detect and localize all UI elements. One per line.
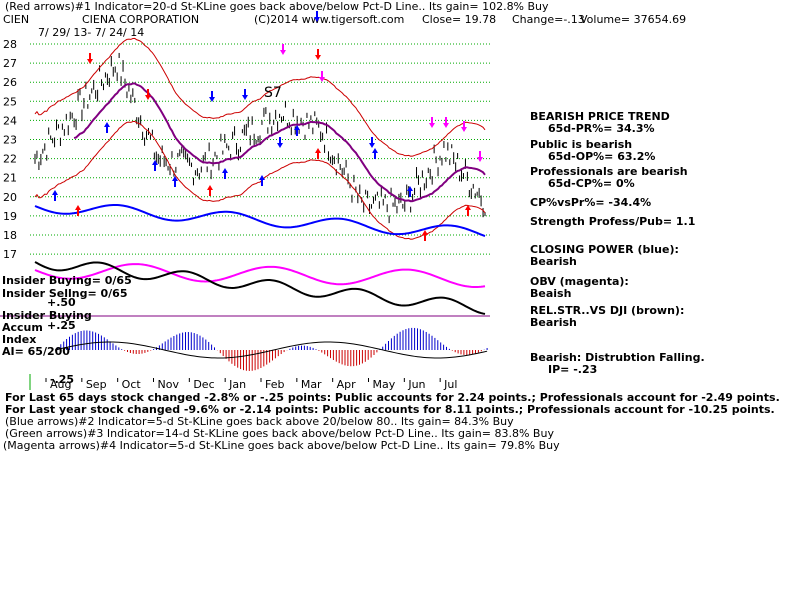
x-tick-label: Dec [193,378,214,391]
buy-arrow [207,185,213,196]
ticker-symbol: CIEN [3,13,30,26]
rel-str-label: REL.STR..VS DJI (brown): [530,304,685,317]
x-tick-label: Jul [443,378,457,391]
x-tick-label: Nov [158,378,180,391]
y-tick-label: 17 [3,248,17,261]
cp-percent: 65d-CP%= 0% [548,177,635,190]
y-tick-label: 21 [3,172,17,185]
x-tick-label: Sep [86,378,107,391]
sell-arrow [443,117,449,128]
close-value: Close= 19.78 [422,13,497,26]
header-indicator-line: (Red arrows)#1 Indicator=20-d St-KLine g… [5,0,549,13]
obv-line [34,263,486,288]
strength-ratio: Strength Profess/Pub= 1.1 [530,215,696,228]
trend-heading: BEARISH PRICE TREND [530,110,670,123]
professionals-status: Professionals are bearish [530,165,688,178]
volume-value: Volume= 37654.69 [580,13,687,26]
sell-arrow [461,121,467,132]
y-tick-label: 26 [3,76,17,89]
date-range: 7/ 29/ 13- 7/ 24/ 14 [38,26,145,39]
buy-arrow [315,148,321,159]
buy-arrow [172,176,178,187]
sell-arrow [369,137,375,148]
buy-arrow [422,230,428,241]
y-tick-label: 27 [3,57,17,70]
y-tick-label: 28 [3,38,17,51]
pr-percent: 65d-PR%= 34.3% [548,122,655,135]
buy-arrow [52,190,58,201]
y-tick-label: 22 [3,153,17,166]
buy-arrow [75,205,81,216]
buy-arrow [407,186,413,197]
x-tick-label: Aug [50,378,71,391]
cp-vs-pr: CP%vsPr%= -34.4% [530,196,652,209]
s7-annotation: S7 [264,85,282,101]
buy-arrow [259,175,265,186]
sell-arrow [242,89,248,100]
sell-arrow [429,117,435,128]
closing-power-status: Bearish [530,255,577,268]
buy-arrow [465,205,471,216]
x-tick-label: Feb [265,378,284,391]
x-tick-label: Jan [228,378,246,391]
obv-label: OBV (magenta): [530,275,629,288]
insider-buying-count: Insider Buying= 0/65 [2,274,132,287]
x-tick-label: May [373,378,396,391]
minus25-label: -.25 [50,373,75,386]
footer-line-65days: For Last 65 days stock changed -2.8% or … [5,391,780,404]
closing-power-line [34,203,486,237]
moving-average-line [73,82,486,203]
footer-magenta-arrows: (Magenta arrows)#4 Indicator=5-d St-KLin… [3,439,560,452]
copyright: (C)2014 www.tigersoft.com [254,13,405,26]
rel-str-status: Bearish [530,316,577,329]
sell-arrow [87,53,93,64]
closing-power-label: CLOSING POWER (blue): [530,243,679,256]
buy-arrow [372,148,378,159]
sell-arrow [145,89,151,100]
y-tick-label: 19 [3,210,17,223]
ip-value: IP= -.23 [548,363,598,376]
insider-selling-count: Insider Sellng= 0/65 [2,287,128,300]
x-tick-label: Apr [337,378,357,391]
sell-arrow [277,137,283,148]
y-tick-label: 18 [3,229,17,242]
obv-status: Beaish [530,287,572,300]
buy-arrow [222,168,228,179]
rel-strength-line [34,261,486,315]
y-tick-label: 25 [3,95,17,108]
distribution-status: Bearish: Distrubtion Falling. [530,351,705,364]
x-tick-label: Jun [407,378,425,391]
sell-arrow [477,151,483,162]
y-tick-label: 24 [3,114,17,127]
sell-arrow [280,44,286,55]
footer-line-year: For Last year stock changed -9.6% or -2.… [5,403,775,416]
sell-arrow [209,91,215,102]
lower-band-line [34,120,486,240]
sell-arrow [315,49,321,60]
plus50-label: +.50 [47,296,76,309]
upper-band-line [34,37,486,157]
x-tick-label: Mar [301,378,322,391]
y-tick-label: 23 [3,134,17,147]
buy-arrow [152,160,158,171]
ai-label: AI= 65/200 [2,345,70,358]
public-status: Public is bearish [530,138,633,151]
accum-trend-line [54,341,488,359]
sell-arrow [319,71,325,82]
index-label: Index [2,333,37,346]
footer-blue-arrows: (Blue arrows)#2 Indicator=5-d St-KLine g… [5,415,514,428]
y-tick-label: 20 [3,191,17,204]
insider-buying-label: Insider Buying [2,309,92,322]
change-value: Change=-.13 [512,13,585,26]
plus25-label: +.25 [47,319,76,332]
accum-label: Accum [2,321,43,334]
company-name: CIENA CORPORATION [82,13,200,26]
buy-arrow [294,125,300,136]
x-tick-label: Oct [122,378,142,391]
footer-green-arrows: (Green arrows)#3 Indicator=14-d St-KLine… [5,427,554,440]
buy-arrow [104,122,110,133]
sell-arrow [314,11,320,22]
op-percent: 65d-OP%= 63.2% [548,150,656,163]
